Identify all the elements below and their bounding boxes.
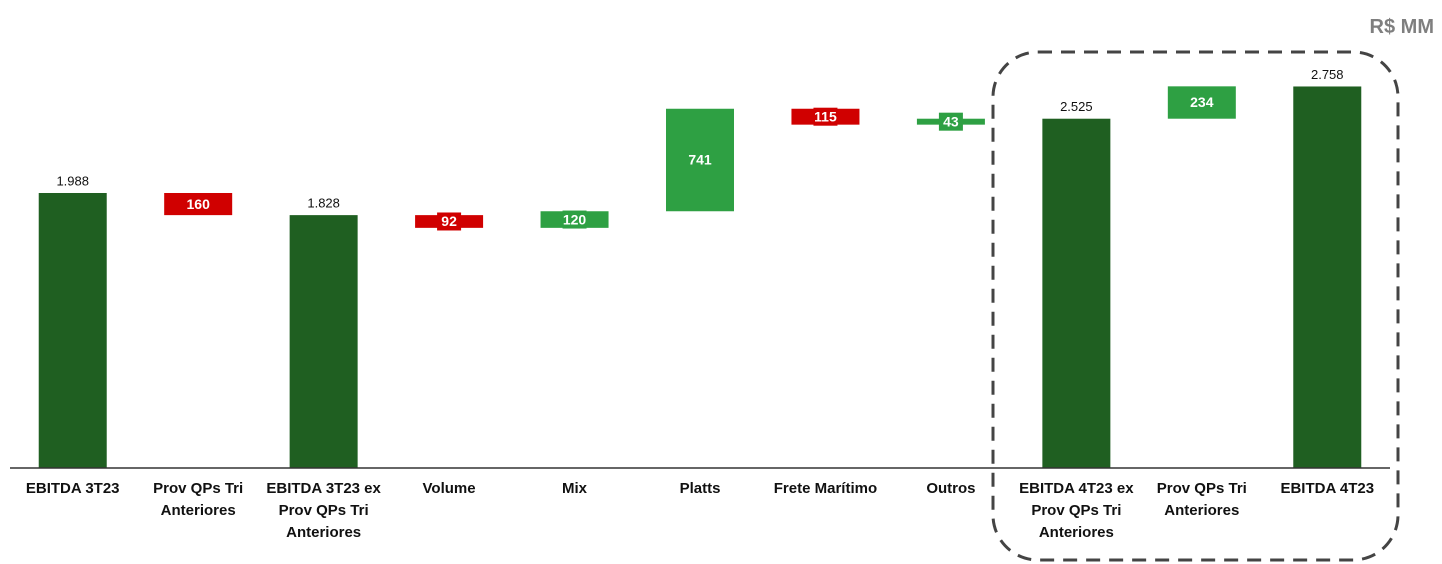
value-label: 120 [563,211,587,227]
x-tick-label: EBITDA 4T23 [1280,480,1375,497]
x-tick-label: Volume [422,480,476,497]
value-label: 234 [1190,94,1214,110]
x-tick-label: EBITDA 3T23 ex Prov QPs Tri Anteriores [266,480,381,541]
value-label: 741 [688,152,712,168]
value-label: 115 [814,108,837,124]
bar [666,108,734,212]
bar [38,192,107,468]
bar [164,192,233,216]
x-tick-label: Prov QPs Tri Anteriores [153,480,244,519]
value-label: 2.758 [1311,67,1344,82]
label-bg [938,112,963,131]
x-tick-label: Platts [679,480,721,497]
bar [1042,118,1111,468]
x-tick-label: Mix [562,480,588,497]
bar [289,215,358,468]
label-bg [437,212,462,231]
x-tick-label: Prov QPs Tri Anteriores [1156,480,1247,519]
unit-label: R$ MM [1369,16,1434,38]
value-label: 1.828 [307,196,340,211]
value-label: 1.988 [56,173,89,188]
value-label: 43 [943,113,959,129]
bar [1167,86,1236,119]
value-label: 2.525 [1060,99,1093,114]
label-bg [562,210,587,229]
x-tick-label: Outros [926,480,976,497]
bar [1293,86,1362,468]
label-bg [813,107,838,126]
value-label: 92 [441,213,457,229]
x-tick-label: EBITDA 4T23 ex Prov QPs Tri Anteriores [1019,480,1134,541]
x-tick-label: EBITDA 3T23 [25,480,120,497]
value-label: 160 [187,196,211,212]
x-tick-label: Frete Marítimo [773,480,878,497]
